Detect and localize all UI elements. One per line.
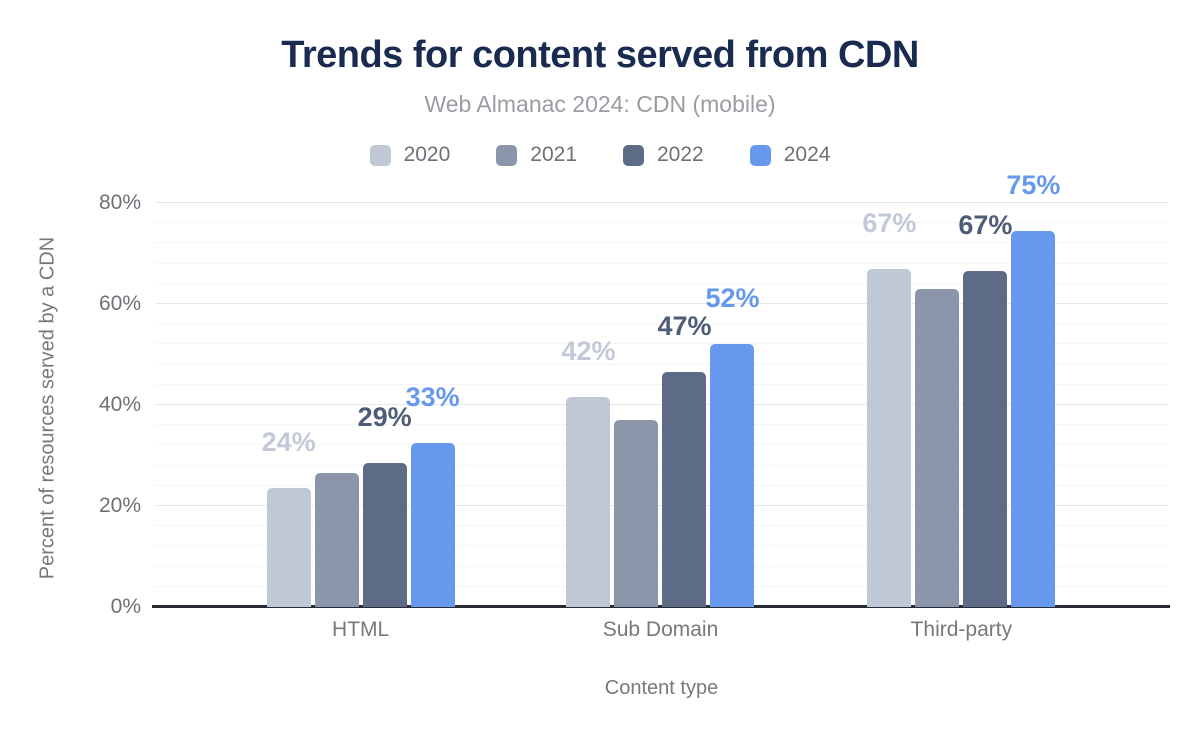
bar-2024-html[interactable] xyxy=(410,442,455,607)
bar-2020-third-party[interactable] xyxy=(867,268,912,607)
chart-subtitle: Web Almanac 2024: CDN (mobile) xyxy=(424,91,776,117)
minor-gridline-56 xyxy=(155,323,1168,325)
y-axis-title: Percent of resources served by a CDN xyxy=(36,236,59,580)
bar-2020-html[interactable] xyxy=(266,488,311,607)
legend: 2020 2021 2022 2024 xyxy=(0,143,1200,167)
legend-label-2020: 2020 xyxy=(403,143,451,166)
minor-gridline-76 xyxy=(155,222,1168,224)
legend-label-2022: 2022 xyxy=(657,143,704,166)
bar-value-label-2024-sub-domain: 52% xyxy=(705,283,760,314)
major-gridline-40 xyxy=(155,404,1168,405)
x-category-label-sub-domain: Sub Domain xyxy=(602,618,719,641)
plot-area: Content type 0% 20% 40% 60% 80% 24% 29% 33% HTML… xyxy=(99,170,1170,699)
bar-value-label-2022-html: 29% xyxy=(357,402,412,433)
bar-2022-sub-domain[interactable] xyxy=(662,372,707,607)
bar-value-label-2020-sub-domain: 42% xyxy=(561,336,616,367)
legend-label-2024: 2024 xyxy=(783,143,831,166)
legend-item-2024[interactable]: 2024 xyxy=(749,143,831,167)
bar-2022-html[interactable] xyxy=(362,463,407,607)
bar-2024-sub-domain[interactable] xyxy=(710,344,755,607)
x-axis-line xyxy=(152,605,1170,608)
bar-slot-2020: 42% xyxy=(561,203,616,607)
bar-group-html: 24% 29% 33% xyxy=(262,203,460,607)
bar-slot-2024: 75% xyxy=(1006,170,1060,607)
y-tick-label-80: 80% xyxy=(98,191,141,214)
bar-value-label-2024-html: 33% xyxy=(405,381,460,412)
legend-item-2021[interactable]: 2021 xyxy=(496,143,577,167)
bar-slot-2020: 67% xyxy=(862,203,916,607)
bar-value-label-2022-sub-domain: 47% xyxy=(657,311,712,342)
bar-slot-2022: 67% xyxy=(958,203,1012,607)
bar-slot-2021 xyxy=(915,203,960,607)
minor-gridline-68 xyxy=(155,262,1168,264)
minor-gridline-32 xyxy=(155,444,1168,446)
minor-gridline-44 xyxy=(155,383,1168,385)
minor-gridline-4 xyxy=(155,585,1168,587)
bar-value-label-2024-third-party: 75% xyxy=(1006,169,1061,200)
major-gridline-80 xyxy=(155,202,1168,203)
bar-slot-2022: 47% xyxy=(657,203,712,607)
x-category-label-html: HTML xyxy=(332,618,390,641)
legend-swatch-2022 xyxy=(623,144,644,166)
major-gridline-60 xyxy=(155,303,1168,304)
bar-slot-2021 xyxy=(314,203,359,607)
bar-slot-2024: 52% xyxy=(705,203,760,607)
y-tick-label-60: 60% xyxy=(98,292,141,315)
bar-2021-third-party[interactable] xyxy=(915,288,960,607)
legend-swatch-2024 xyxy=(749,144,771,166)
bar-2024-third-party[interactable] xyxy=(1011,230,1056,607)
minor-gridline-64 xyxy=(155,282,1168,284)
bar-value-label-2020-third-party: 67% xyxy=(862,207,917,238)
bar-2021-html[interactable] xyxy=(314,473,359,607)
y-tick-label-0: 0% xyxy=(110,595,141,618)
y-tick-label-20: 20% xyxy=(98,494,141,517)
minor-gridline-16 xyxy=(155,525,1168,527)
legend-item-2020[interactable]: 2020 xyxy=(369,143,451,167)
bar-2022-third-party[interactable] xyxy=(963,271,1008,607)
x-category-label-third-party: Third-party xyxy=(910,618,1013,641)
major-gridline-20 xyxy=(155,505,1168,506)
minor-gridline-52 xyxy=(155,343,1168,345)
minor-gridline-72 xyxy=(155,242,1168,244)
minor-gridline-28 xyxy=(155,464,1168,466)
bar-2021-sub-domain[interactable] xyxy=(614,420,659,607)
legend-item-2022[interactable]: 2022 xyxy=(623,143,704,167)
bar-group-sub-domain: 42% 47% 52% xyxy=(561,203,760,607)
bar-value-label-2020-html: 24% xyxy=(261,427,316,458)
chart-title: Trends for content served from CDN xyxy=(281,34,919,76)
bar-slot-2020: 24% xyxy=(262,203,316,607)
bar-slot-2022: 29% xyxy=(358,203,412,607)
bar-group-third-party: 67% 67% 75% xyxy=(862,170,1060,607)
minor-gridline-36 xyxy=(155,424,1168,426)
minor-gridline-24 xyxy=(155,484,1168,486)
legend-swatch-2020 xyxy=(369,144,391,166)
minor-gridline-48 xyxy=(155,363,1168,365)
legend-swatch-2021 xyxy=(496,144,518,166)
y-tick-label-40: 40% xyxy=(98,393,141,416)
bar-slot-2021 xyxy=(614,203,659,607)
bar-slot-2024: 33% xyxy=(406,203,460,607)
bar-2020-sub-domain[interactable] xyxy=(566,397,611,607)
x-axis-title: Content type xyxy=(604,677,719,699)
minor-gridline-8 xyxy=(155,565,1168,567)
legend-label-2021: 2021 xyxy=(530,143,577,166)
minor-gridline-12 xyxy=(155,545,1168,547)
bar-value-label-2022-third-party: 67% xyxy=(958,210,1013,241)
